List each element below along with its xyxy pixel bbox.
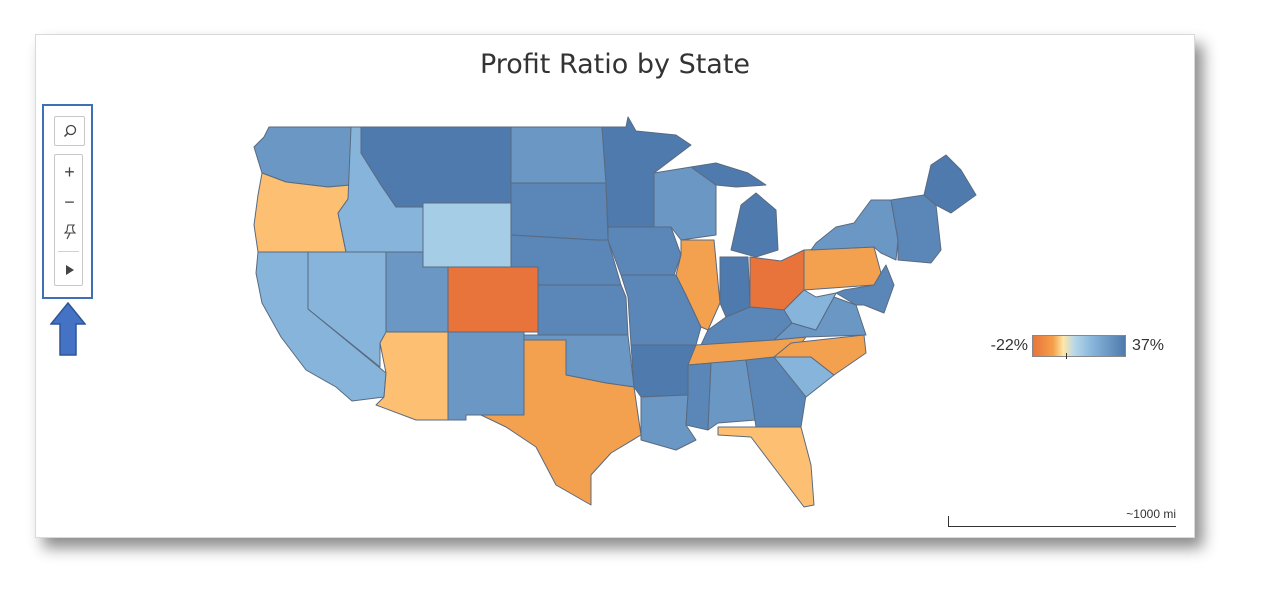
pin-button[interactable] (55, 219, 84, 245)
state-pa[interactable] (803, 246, 882, 291)
legend-max-label: 37% (1132, 337, 1165, 354)
search-icon (63, 124, 76, 138)
expand-toolbar-button[interactable] (55, 257, 84, 283)
state-il[interactable] (675, 239, 721, 331)
state-mn[interactable] (601, 116, 692, 228)
state-mi-upper[interactable] (690, 162, 767, 188)
state-ms[interactable] (685, 362, 712, 431)
state-wy[interactable] (422, 202, 512, 268)
zoom-out-button[interactable]: − (64, 191, 75, 212)
legend-zero-tick (1066, 353, 1067, 359)
state-new-england[interactable] (890, 194, 942, 264)
legend-gradient-bar (1032, 335, 1126, 357)
scale-label: ~1000 mi (1126, 507, 1176, 521)
state-tx[interactable] (480, 339, 642, 506)
state-nm[interactable] (447, 331, 525, 421)
us-choropleth-map (253, 116, 977, 508)
legend-min-label: -22% (990, 337, 1028, 354)
zoom-in-button[interactable]: + (64, 161, 75, 182)
state-az[interactable] (375, 331, 449, 421)
state-ga[interactable] (745, 356, 807, 428)
state-wv[interactable] (783, 289, 837, 331)
state-nj-md-de[interactable] (835, 264, 895, 314)
state-ar[interactable] (630, 344, 697, 398)
state-co[interactable] (447, 266, 539, 333)
chart-title: Profit Ratio by State (479, 49, 751, 80)
up-arrow-icon (50, 302, 86, 356)
toolbar-separator (58, 251, 79, 252)
state-nd[interactable] (510, 126, 607, 184)
state-fl[interactable] (717, 426, 815, 508)
zoom-controls: + − (54, 154, 83, 286)
search-button[interactable] (54, 116, 85, 146)
state-me[interactable] (923, 154, 977, 214)
state-ks[interactable] (537, 284, 629, 336)
map-scale: ~1000 mi (948, 507, 1176, 529)
state-in[interactable] (719, 256, 751, 318)
state-ia[interactable] (607, 226, 682, 276)
state-al[interactable] (707, 359, 757, 431)
state-nc[interactable] (773, 334, 867, 376)
pin-icon (63, 224, 76, 240)
state-sd[interactable] (510, 182, 609, 241)
scale-bar (948, 516, 1176, 527)
map-worksheet: Profit Ratio by State (35, 34, 1195, 538)
expand-arrow-icon (65, 265, 74, 275)
state-mi[interactable] (730, 192, 779, 258)
map-toolbar: + − (42, 104, 93, 299)
color-legend: -22% 37% (958, 333, 1164, 361)
